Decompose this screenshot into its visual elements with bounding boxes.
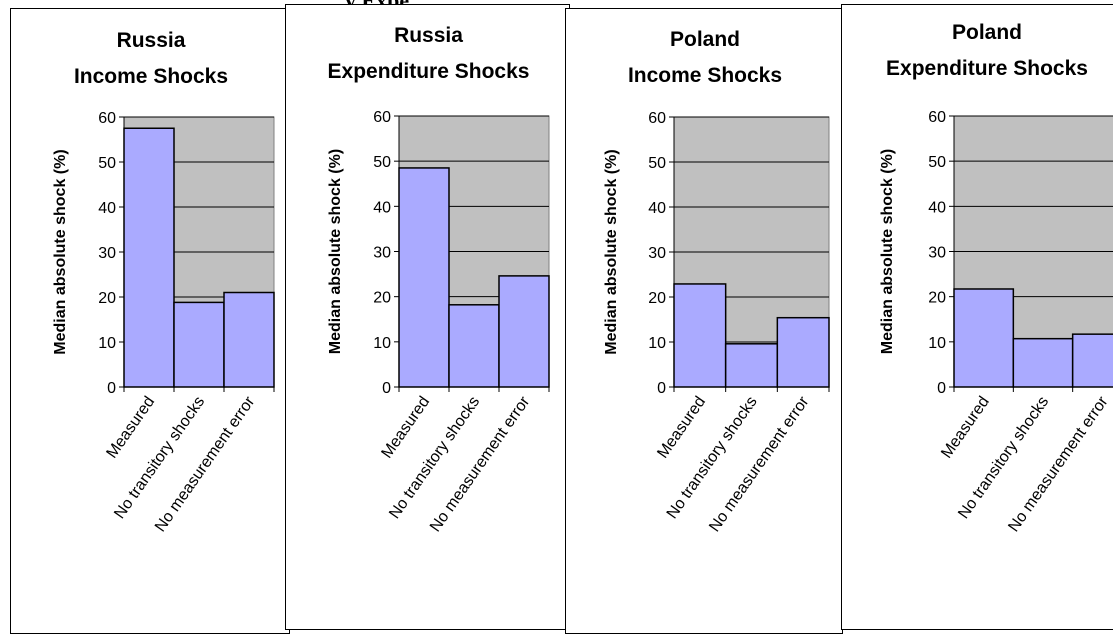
chart-svg: Poland Expenditure Shocks 0 10 20 30 40 50 60 Med… (879, 21, 1113, 535)
x-category-label: Measured (379, 394, 434, 462)
bar-measured (398, 167, 450, 388)
bar-no-measurement-error (223, 291, 275, 388)
chart-panel-poland-expenditure: Poland Expenditure Shocks 0 10 20 30 40 50 60 Med… (841, 4, 1113, 630)
y-axis-label: Median absolute shock (%) (879, 149, 896, 354)
chart-panel-poland-income: Poland Income Shocks 0 10 20 30 40 50 60 Median a… (565, 8, 843, 634)
chart-title-line2: Income Shocks (628, 64, 782, 87)
y-tick-label: 0 (937, 380, 946, 397)
chart-title-line2: Expenditure Shocks (328, 60, 530, 83)
x-category-label: Measured (654, 394, 709, 462)
bar-no-transitory-shocks (448, 304, 500, 388)
bar-no-measurement-error (1071, 333, 1113, 388)
y-tick-label: 40 (928, 199, 946, 216)
y-tick-label: 20 (928, 290, 946, 307)
bar-no-measurement-error (498, 275, 550, 388)
y-tick-label: 30 (98, 245, 116, 262)
x-category-label: No measurement error (152, 393, 259, 535)
y-tick-label: 40 (373, 199, 391, 216)
chart-title-line1: Russia (394, 24, 463, 47)
chart-panel-russia-income: Russia Income Shocks 0 10 20 30 40 50 60 Median a… (10, 8, 290, 634)
bar-measured (673, 283, 727, 388)
y-tick-label: 50 (373, 154, 391, 171)
y-tick-label: 30 (928, 245, 946, 262)
y-tick-label: 50 (928, 154, 946, 171)
y-axis-label: Median absolute shock (%) (52, 149, 69, 354)
y-tick-label: 50 (648, 155, 666, 172)
chart-title-line1: Poland (670, 28, 740, 51)
y-tick-label: 10 (98, 335, 116, 352)
chart-svg: Russia Expenditure Shocks 0 10 20 30 40 50 60 Med… (327, 24, 550, 535)
y-tick-label: 20 (98, 290, 116, 307)
y-tick-label: 50 (98, 155, 116, 172)
x-category-label: No measurement error (427, 393, 534, 535)
y-tick-label: 60 (928, 109, 946, 126)
y-tick-label: 10 (648, 335, 666, 352)
y-tick-label: 20 (648, 290, 666, 307)
y-tick-label: 40 (648, 200, 666, 217)
chart-svg: Poland Income Shocks 0 10 20 30 40 50 60 Median a… (603, 28, 830, 535)
y-tick-label: 60 (648, 110, 666, 127)
y-tick-label: 30 (648, 245, 666, 262)
y-tick-label: 20 (373, 290, 391, 307)
y-tick-label: 40 (98, 200, 116, 217)
x-category-label: No measurement error (1005, 393, 1112, 535)
x-category-label: No measurement error (706, 393, 813, 535)
y-tick-label: 0 (107, 380, 116, 397)
y-axis-label: Median absolute shock (%) (603, 149, 620, 354)
chart-title-line2: Expenditure Shocks (886, 57, 1088, 80)
x-category-label: No transitory shocks (111, 394, 208, 522)
bar-no-transitory-shocks (1012, 337, 1074, 388)
bar-measured (953, 288, 1015, 388)
bar-no-measurement-error (776, 316, 830, 388)
y-axis-label: Median absolute shock (%) (327, 149, 344, 354)
chart-title-line1: Russia (117, 29, 186, 52)
y-tick-label: 10 (928, 335, 946, 352)
bar-no-transitory-shocks (724, 343, 779, 388)
chart-title-line2: Income Shocks (74, 65, 228, 88)
y-tick-label: 0 (657, 380, 666, 397)
y-tick-label: 30 (373, 245, 391, 262)
x-category-label: Measured (104, 394, 159, 462)
y-tick-label: 10 (373, 335, 391, 352)
x-category-label: No transitory shocks (386, 394, 483, 522)
y-tick-label: 60 (98, 110, 116, 127)
y-tick-label: 0 (382, 380, 391, 397)
chart-panel-russia-expenditure: Russia Expenditure Shocks 0 10 20 30 40 50 60 Med… (285, 4, 570, 630)
x-category-label: Measured (938, 394, 993, 462)
y-tick-label: 60 (373, 109, 391, 126)
bar-no-transitory-shocks (173, 301, 225, 388)
x-category-label: No transitory shocks (664, 394, 761, 522)
bar-measured (123, 127, 175, 388)
chart-title-line1: Poland (952, 21, 1022, 44)
chart-svg: Russia Income Shocks 0 10 20 30 40 50 60 Median a… (52, 29, 275, 535)
